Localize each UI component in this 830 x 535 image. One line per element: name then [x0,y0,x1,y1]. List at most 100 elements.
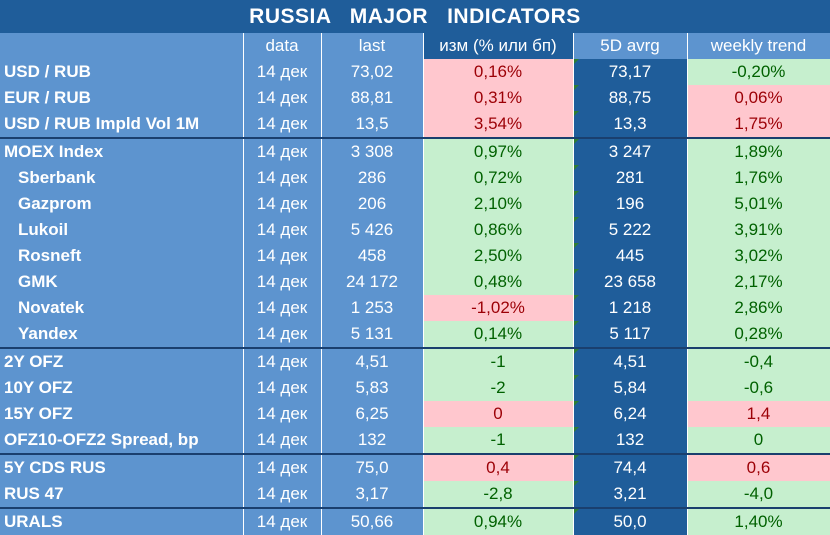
weekly-trend-cell[interactable]: 5,01% [687,191,830,217]
indicator-name-cell[interactable]: EUR / RUB [0,85,244,111]
five-day-average-cell[interactable]: 23 658 [573,269,688,295]
column-header-change[interactable]: изм (% или бп) [423,33,574,59]
weekly-trend-cell[interactable]: 3,91% [687,217,830,243]
date-cell[interactable]: 14 дек [243,191,322,217]
date-cell[interactable]: 14 дек [243,453,322,481]
date-cell[interactable]: 14 дек [243,427,322,454]
indicator-name-cell[interactable]: URALS [0,507,244,535]
change-cell[interactable]: 0,16% [423,59,574,85]
last-value-cell[interactable]: 3 308 [321,137,424,165]
five-day-average-cell[interactable]: 88,75 [573,85,688,111]
weekly-trend-cell[interactable]: -4,0 [687,481,830,508]
indicator-name-cell[interactable]: 5Y CDS RUS [0,453,244,481]
date-cell[interactable]: 14 дек [243,507,322,535]
weekly-trend-cell[interactable]: -0,6 [687,375,830,401]
five-day-average-cell[interactable]: 74,4 [573,453,688,481]
change-cell[interactable]: 0,86% [423,217,574,243]
five-day-average-cell[interactable]: 6,24 [573,401,688,427]
five-day-average-cell[interactable]: 50,0 [573,507,688,535]
five-day-average-cell[interactable]: 5,84 [573,375,688,401]
five-day-average-cell[interactable]: 5 117 [573,321,688,348]
date-cell[interactable]: 14 дек [243,85,322,111]
five-day-average-cell[interactable]: 5 222 [573,217,688,243]
five-day-average-cell[interactable]: 1 218 [573,295,688,321]
indicator-name-cell[interactable]: MOEX Index [0,137,244,165]
change-cell[interactable]: 0,97% [423,137,574,165]
weekly-trend-cell[interactable]: 1,76% [687,165,830,191]
last-value-cell[interactable]: 88,81 [321,85,424,111]
indicator-name-cell[interactable]: Lukoil [0,217,244,243]
weekly-trend-cell[interactable]: 0 [687,427,830,454]
weekly-trend-cell[interactable]: 3,02% [687,243,830,269]
date-cell[interactable]: 14 дек [243,481,322,508]
change-cell[interactable]: 3,54% [423,111,574,138]
change-cell[interactable]: 0,31% [423,85,574,111]
five-day-average-cell[interactable]: 281 [573,165,688,191]
date-cell[interactable]: 14 дек [243,165,322,191]
weekly-trend-cell[interactable]: 0,28% [687,321,830,348]
indicator-name-cell[interactable]: Gazprom [0,191,244,217]
indicator-name-cell[interactable]: 15Y OFZ [0,401,244,427]
last-value-cell[interactable]: 50,66 [321,507,424,535]
column-header-5d-avg[interactable]: 5D avrg [573,33,688,59]
last-value-cell[interactable]: 6,25 [321,401,424,427]
column-header-name[interactable] [0,33,244,59]
five-day-average-cell[interactable]: 4,51 [573,347,688,375]
change-cell[interactable]: 0 [423,401,574,427]
last-value-cell[interactable]: 206 [321,191,424,217]
date-cell[interactable]: 14 дек [243,401,322,427]
indicator-name-cell[interactable]: USD / RUB [0,59,244,85]
indicator-name-cell[interactable]: 2Y OFZ [0,347,244,375]
last-value-cell[interactable]: 458 [321,243,424,269]
change-cell[interactable]: 0,14% [423,321,574,348]
change-cell[interactable]: -1 [423,347,574,375]
change-cell[interactable]: -2 [423,375,574,401]
change-cell[interactable]: -1 [423,427,574,454]
indicator-name-cell[interactable]: 10Y OFZ [0,375,244,401]
weekly-trend-cell[interactable]: 1,4 [687,401,830,427]
five-day-average-cell[interactable]: 445 [573,243,688,269]
change-cell[interactable]: -1,02% [423,295,574,321]
change-cell[interactable]: 0,72% [423,165,574,191]
date-cell[interactable]: 14 дек [243,321,322,348]
weekly-trend-cell[interactable]: 1,40% [687,507,830,535]
indicator-name-cell[interactable]: USD / RUB Impld Vol 1M [0,111,244,138]
indicator-name-cell[interactable]: OFZ10-OFZ2 Spread, bp [0,427,244,454]
last-value-cell[interactable]: 13,5 [321,111,424,138]
indicator-name-cell[interactable]: Sberbank [0,165,244,191]
weekly-trend-cell[interactable]: 2,17% [687,269,830,295]
last-value-cell[interactable]: 286 [321,165,424,191]
date-cell[interactable]: 14 дек [243,269,322,295]
indicator-name-cell[interactable]: Rosneft [0,243,244,269]
column-header-date[interactable]: data [243,33,322,59]
date-cell[interactable]: 14 дек [243,111,322,138]
change-cell[interactable]: 0,4 [423,453,574,481]
date-cell[interactable]: 14 дек [243,295,322,321]
date-cell[interactable]: 14 дек [243,375,322,401]
change-cell[interactable]: 0,48% [423,269,574,295]
five-day-average-cell[interactable]: 3 247 [573,137,688,165]
indicator-name-cell[interactable]: Yandex [0,321,244,348]
last-value-cell[interactable]: 5 131 [321,321,424,348]
date-cell[interactable]: 14 дек [243,243,322,269]
weekly-trend-cell[interactable]: 2,86% [687,295,830,321]
change-cell[interactable]: -2,8 [423,481,574,508]
five-day-average-cell[interactable]: 73,17 [573,59,688,85]
date-cell[interactable]: 14 дек [243,137,322,165]
column-header-last[interactable]: last [321,33,424,59]
date-cell[interactable]: 14 дек [243,59,322,85]
change-cell[interactable]: 0,94% [423,507,574,535]
change-cell[interactable]: 2,50% [423,243,574,269]
column-header-weekly-trend[interactable]: weekly trend [687,33,830,59]
weekly-trend-cell[interactable]: 0,6 [687,453,830,481]
indicator-name-cell[interactable]: GMK [0,269,244,295]
five-day-average-cell[interactable]: 3,21 [573,481,688,508]
five-day-average-cell[interactable]: 13,3 [573,111,688,138]
last-value-cell[interactable]: 24 172 [321,269,424,295]
five-day-average-cell[interactable]: 132 [573,427,688,454]
last-value-cell[interactable]: 5 426 [321,217,424,243]
weekly-trend-cell[interactable]: 0,06% [687,85,830,111]
change-cell[interactable]: 2,10% [423,191,574,217]
last-value-cell[interactable]: 4,51 [321,347,424,375]
last-value-cell[interactable]: 1 253 [321,295,424,321]
